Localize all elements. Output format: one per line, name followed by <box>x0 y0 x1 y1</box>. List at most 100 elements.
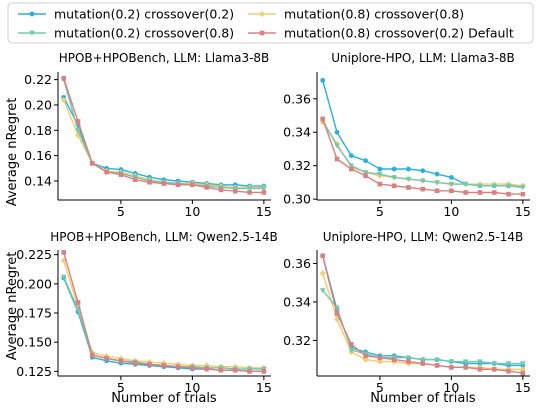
x-tick-label: 15 <box>256 204 272 219</box>
data-point <box>491 361 498 367</box>
data-point <box>405 176 412 182</box>
x-axis-label-right: Number of trials <box>370 391 476 406</box>
data-point <box>391 166 397 172</box>
data-point <box>147 179 152 185</box>
data-point <box>190 365 195 371</box>
legend-label: mutation(0.8) crossover(0.2) Default <box>284 26 514 41</box>
data-point <box>434 188 440 194</box>
y-tick-label: 0.150 <box>16 335 52 350</box>
data-point <box>477 183 483 189</box>
chart-panel: Uniplore-HPO, LLM: Qwen2.5-14B 0.32 0.34 0.… <box>283 230 531 395</box>
y-tick-label: 0.175 <box>16 306 52 321</box>
panel-title: Uniplore-HPO, LLM: Qwen2.5-14B <box>323 230 523 244</box>
data-point <box>363 353 368 359</box>
data-point <box>60 274 67 280</box>
data-point <box>434 171 440 177</box>
series <box>319 118 526 191</box>
series <box>319 270 526 373</box>
data-point <box>232 367 238 373</box>
data-point <box>434 357 440 363</box>
data-point <box>218 367 224 373</box>
legend-label: mutation(0.2) crossover(0.8) <box>54 26 234 41</box>
x-tick-label: 15 <box>515 204 531 219</box>
y-tick-label: 0.200 <box>16 276 52 291</box>
data-point <box>520 191 526 197</box>
data-point <box>520 361 526 367</box>
data-point <box>247 369 252 374</box>
x-tick-label: 15 <box>515 380 531 395</box>
data-point <box>320 77 326 83</box>
data-point <box>377 181 383 187</box>
data-point <box>449 365 454 370</box>
y-tick-label: 0.34 <box>283 125 311 140</box>
data-point <box>506 368 511 374</box>
data-point <box>491 366 497 372</box>
data-point <box>90 160 95 166</box>
data-point <box>463 190 468 195</box>
x-tick-label: 5 <box>376 204 384 219</box>
legend-marker <box>259 30 265 36</box>
y-tick-label: 0.20 <box>24 97 52 112</box>
data-point <box>61 250 67 255</box>
series <box>320 116 526 197</box>
legend-entry: mutation(0.2) crossover(0.2) <box>18 7 234 22</box>
data-point <box>348 153 354 159</box>
data-point <box>405 355 412 361</box>
x-tick-label: 10 <box>184 380 200 395</box>
data-point <box>75 119 81 124</box>
series <box>61 76 267 195</box>
y-tick-label: 0.18 <box>24 123 52 138</box>
series <box>60 96 267 191</box>
y-tick-label: 0.125 <box>16 364 52 379</box>
data-point <box>147 362 152 367</box>
data-point <box>420 361 426 366</box>
series-line <box>322 272 523 370</box>
series-line <box>63 79 264 190</box>
data-point <box>377 355 383 361</box>
series <box>320 77 526 189</box>
x-tick-label: 10 <box>184 204 200 219</box>
legend-marker <box>29 11 35 17</box>
series <box>61 94 267 189</box>
x-axis-label-left: Number of trials <box>111 391 217 406</box>
legend-entry: mutation(0.8) crossover(0.8) <box>248 7 464 22</box>
data-point <box>161 181 167 186</box>
data-point <box>448 181 455 187</box>
legend-label: mutation(0.8) crossover(0.8) <box>284 7 464 22</box>
y-tick-label: 0.22 <box>24 72 52 87</box>
data-point <box>419 178 426 184</box>
x-tick-label: 10 <box>443 204 459 219</box>
chart-panel: Uniplore-HPO, LLM: Llama3-8B 0.30 0.32 0.34… <box>283 51 531 219</box>
series <box>61 275 267 374</box>
data-point <box>362 170 369 176</box>
data-point <box>190 182 195 188</box>
x-tick-label: 5 <box>117 204 125 219</box>
series <box>319 288 526 367</box>
data-point <box>420 186 426 192</box>
data-point <box>319 288 326 294</box>
data-point <box>349 341 354 347</box>
x-tick-label: 5 <box>117 380 125 395</box>
y-tick-label: 0.34 <box>283 294 311 309</box>
y-tick-label: 0.14 <box>24 173 52 188</box>
data-point <box>391 183 397 189</box>
data-point <box>520 185 526 191</box>
data-point <box>104 356 109 361</box>
data-point <box>506 191 511 197</box>
data-point <box>391 357 397 362</box>
y-tick-label: 0.16 <box>24 148 52 163</box>
legend-entry: mutation(0.8) crossover(0.2) Default <box>248 26 514 41</box>
data-point <box>118 172 124 177</box>
series <box>320 253 526 376</box>
series-line <box>63 99 264 189</box>
series <box>60 77 267 192</box>
data-point <box>505 361 512 367</box>
chart-panel: HPOB+HPOBench, LLM: Qwen2.5-14B 0.125 0.15… <box>16 230 278 395</box>
y-tick-label: 0.30 <box>283 192 311 207</box>
data-point <box>477 359 483 365</box>
data-point <box>261 190 267 195</box>
panel-title: HPOB+HPOBench, LLM: Qwen2.5-14B <box>50 230 278 244</box>
data-point <box>261 186 267 192</box>
data-point <box>175 182 181 188</box>
